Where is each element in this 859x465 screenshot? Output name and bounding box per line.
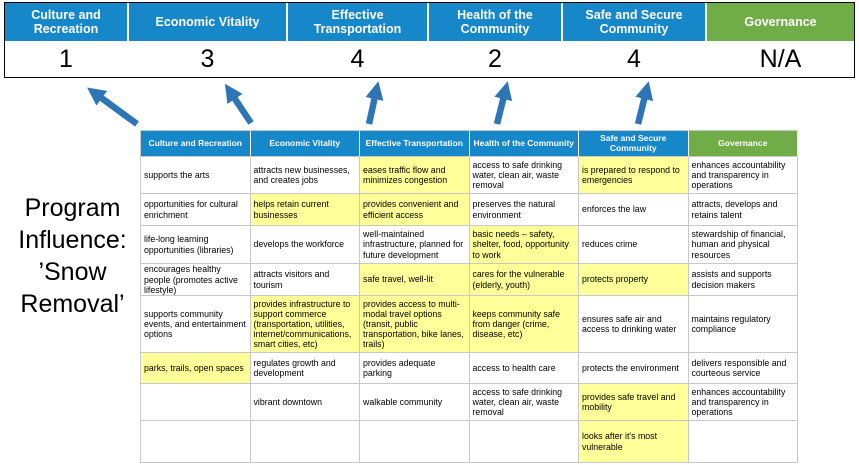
matrix-cell-r6-safe-and-secure-community: protects the environment [579, 353, 689, 384]
score-banner: Culture and Recreation Economic Vitality E… [4, 2, 855, 78]
matrix-cell-r8-culture-and-recreation [141, 421, 251, 463]
matrix-cell-r2-culture-and-recreation: opportunities for cultural enrichment [141, 194, 251, 226]
up-arrow-economic-vitality [224, 83, 254, 125]
matrix-cell-r5-governance: maintains regulatory compliance [688, 296, 798, 353]
matrix-cell-r5-safe-and-secure-community: ensures safe air and access to drinking … [579, 296, 689, 353]
matrix-cell-r8-safe-and-secure-community: looks after it's most vulnerable [579, 421, 689, 463]
matrix-cell-r6-effective-transportation: provides adequate parking [360, 353, 470, 384]
matrix-row-8: looks after it's most vulnerable [141, 421, 798, 463]
matrix-header-health-of-the-community: Health of the Community [469, 131, 579, 157]
matrix-cell-r8-economic-vitality [250, 421, 360, 463]
matrix-cell-r6-culture-and-recreation: parks, trails, open spaces [141, 353, 251, 384]
matrix-cell-r2-health-of-the-community: preserves the natural environment [469, 194, 579, 226]
matrix-cell-r6-health-of-the-community: access to health care [469, 353, 579, 384]
banner-header-safe-and-secure-community: Safe and Secure Community [563, 3, 705, 41]
matrix-cell-r7-culture-and-recreation [141, 384, 251, 421]
matrix-cell-r2-effective-transportation: provides convenient and efficient access [360, 194, 470, 226]
banner-header-health-of-the-community: Health of the Community [429, 3, 561, 41]
matrix-cell-r1-health-of-the-community: access to safe drinking water, clean air… [469, 157, 579, 194]
matrix-cell-r4-culture-and-recreation: encourages healthy people (promotes acti… [141, 264, 251, 296]
page-title: Program Influence: ’Snow Removal’ [0, 192, 145, 320]
matrix-header-safe-and-secure-community: Safe and Secure Community [579, 131, 689, 157]
score-health-of-the-community: 2 [429, 41, 561, 77]
matrix-cell-r8-health-of-the-community [469, 421, 579, 463]
matrix-cell-r1-culture-and-recreation: supports the arts [141, 157, 251, 194]
matrix-cell-r4-governance: assists and supports decision makers [688, 264, 798, 296]
matrix-cell-r3-economic-vitality: develops the workforce [250, 226, 360, 264]
matrix-cell-r5-health-of-the-community: keeps community safe from danger (crime,… [469, 296, 579, 353]
matrix-cell-r2-safe-and-secure-community: enforces the law [579, 194, 689, 226]
banner-header-culture-and-recreation: Culture and Recreation [5, 3, 127, 41]
matrix-cell-r7-effective-transportation: walkable community [360, 384, 470, 421]
title-line-3: ’Snow [38, 258, 107, 286]
matrix-cell-r7-economic-vitality: vibrant downtown [250, 384, 360, 421]
matrix-cell-r1-safe-and-secure-community: is prepared to respond to emergencies [579, 157, 689, 194]
banner-header-row: Culture and Recreation Economic Vitality E… [5, 3, 854, 41]
matrix-header-effective-transportation: Effective Transportation [360, 131, 470, 157]
matrix-cell-r3-safe-and-secure-community: reduces crime [579, 226, 689, 264]
matrix-cell-r2-economic-vitality: helps retain current businesses [250, 194, 360, 226]
matrix-cell-r5-effective-transportation: provides access to multi-modal travel op… [360, 296, 470, 353]
matrix-row-2: opportunities for cultural enrichment hel… [141, 194, 798, 226]
matrix-cell-r4-economic-vitality: attracts visitors and tourism [250, 264, 360, 296]
matrix-cell-r1-economic-vitality: attracts new businesses, and creates job… [250, 157, 360, 194]
matrix-row-6: parks, trails, open spaces regulates grow… [141, 353, 798, 384]
score-culture-and-recreation: 1 [5, 41, 127, 77]
score-effective-transportation: 4 [288, 41, 427, 77]
matrix-cell-r1-effective-transportation: eases traffic flow and minimizes congest… [360, 157, 470, 194]
matrix-cell-r3-governance: stewardship of financial, human and phys… [688, 226, 798, 264]
matrix-header-governance: Governance [688, 131, 798, 157]
matrix-cell-r5-culture-and-recreation: supports community events, and entertain… [141, 296, 251, 353]
matrix-cell-r7-health-of-the-community: access to safe drinking water, clean air… [469, 384, 579, 421]
matrix-cell-r7-governance: enhances accountability and transparency… [688, 384, 798, 421]
title-line-4: Removal’ [20, 290, 125, 318]
up-arrow-health-of-the-community [493, 81, 513, 125]
banner-header-effective-transportation: Effective Transportation [288, 3, 427, 41]
matrix-cell-r2-governance: attracts, develops and retains talent [688, 194, 798, 226]
matrix-cell-r1-governance: enhances accountability and transparency… [688, 157, 798, 194]
matrix-cell-r6-governance: delivers responsible and courteous servi… [688, 353, 798, 384]
up-arrow-effective-transportation [365, 81, 384, 125]
matrix-header-row: Culture and Recreation Economic Vitality E… [141, 131, 798, 157]
matrix-cell-r4-health-of-the-community: cares for the vulnerable (elderly, youth… [469, 264, 579, 296]
matrix-row-7: vibrant downtown walkable community access… [141, 384, 798, 421]
up-arrow-culture-and-recreation [87, 87, 139, 127]
matrix-cell-r3-health-of-the-community: basic needs – safety, shelter, food, opp… [469, 226, 579, 264]
matrix-cell-r5-economic-vitality: provides infrastructure to support comme… [250, 296, 360, 353]
matrix-header-economic-vitality: Economic Vitality [250, 131, 360, 157]
banner-score-row: 1 3 4 2 4 N/A [5, 41, 854, 77]
score-governance: N/A [707, 41, 854, 77]
title-line-1: Program [24, 194, 121, 222]
matrix-row-4: encourages healthy people (promotes acti… [141, 264, 798, 296]
matrix-cell-r8-governance [688, 421, 798, 463]
score-safe-and-secure-community: 4 [563, 41, 705, 77]
score-economic-vitality: 3 [129, 41, 286, 77]
matrix-header-culture-and-recreation: Culture and Recreation [141, 131, 251, 157]
matrix-row-3: life-long learning opportunities (librar… [141, 226, 798, 264]
influence-matrix: Culture and Recreation Economic Vitality E… [140, 130, 798, 463]
matrix-cell-r8-effective-transportation [360, 421, 470, 463]
matrix-cell-r4-safe-and-secure-community: protects property [579, 264, 689, 296]
title-line-2: Influence: [18, 226, 127, 254]
banner-header-governance: Governance [707, 3, 854, 41]
matrix-cell-r4-effective-transportation: safe travel, well-lit [360, 264, 470, 296]
matrix-row-5: supports community events, and entertain… [141, 296, 798, 353]
up-arrow-safe-and-secure-community [634, 81, 654, 125]
banner-header-economic-vitality: Economic Vitality [129, 3, 286, 41]
matrix-cell-r6-economic-vitality: regulates growth and development [250, 353, 360, 384]
matrix-cell-r3-culture-and-recreation: life-long learning opportunities (librar… [141, 226, 251, 264]
matrix-cell-r3-effective-transportation: well-maintained infrastructure, planned … [360, 226, 470, 264]
matrix-row-1: supports the arts attracts new businesses… [141, 157, 798, 194]
matrix-cell-r7-safe-and-secure-community: provides safe travel and mobility [579, 384, 689, 421]
